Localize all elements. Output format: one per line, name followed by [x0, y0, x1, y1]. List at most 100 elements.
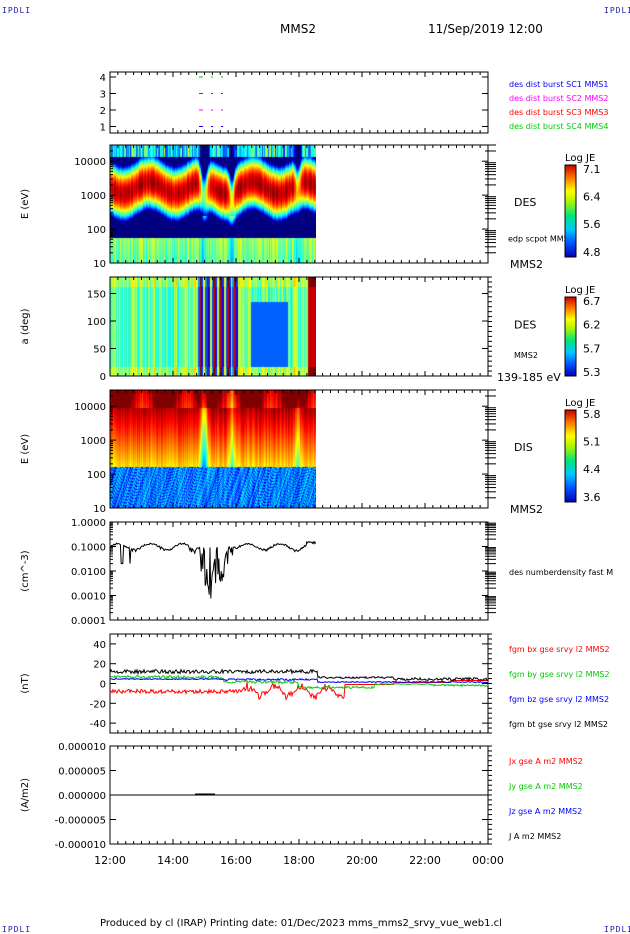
colorbar-tick-label: 4.8 — [583, 246, 601, 259]
series-legend-label: fgm bx gse srvy l2 MMS2 — [509, 645, 610, 654]
field-line-2 — [109, 677, 489, 684]
field-line-3 — [109, 668, 488, 682]
colorbar-tick-label: 6.2 — [583, 319, 601, 332]
y-tick-label: 20 — [93, 660, 106, 671]
time-tick-label: 16:00 — [220, 854, 252, 867]
y-tick-label: 0.1000 — [71, 543, 106, 554]
y-axis-label: (nT) — [20, 673, 31, 693]
panel-bottom-label: MMS2 — [510, 503, 543, 516]
spacecraft-legend-label: des dist burst SC3 MMS3 — [509, 108, 608, 117]
time-tick-label: 12:00 — [94, 854, 126, 867]
y-tick-label: 100 — [87, 225, 106, 236]
panel-frame-spacecraft-selector — [109, 71, 489, 134]
series-legend-label: J A m2 MMS2 — [508, 832, 561, 841]
colorbar-tick-label: 5.7 — [583, 342, 601, 355]
y-tick-label: 100 — [87, 317, 106, 328]
footer-credits: Produced by cl (IRAP) Printing date: 01/… — [100, 918, 502, 929]
y-tick-label: -0.000005 — [55, 816, 106, 827]
density-line — [109, 540, 317, 599]
panel-bottom-label: MMS2 — [510, 258, 543, 271]
panel-right-label: DIS — [514, 441, 533, 454]
y-tick-label: 10000 — [74, 157, 106, 168]
colorbar — [564, 296, 577, 377]
y-tick-label: 0 — [100, 372, 106, 383]
time-tick-label: 14:00 — [157, 854, 189, 867]
y-tick-label: 100 — [87, 470, 106, 481]
spacecraft-legend-label: des dist burst SC2 MMS2 — [509, 94, 608, 103]
y-tick-label: 10 — [93, 504, 106, 515]
colorbar-tick-label: 7.1 — [583, 163, 601, 176]
y-tick-label: -0.000010 — [55, 840, 106, 851]
series-legend-label: fgm bz gse srvy l2 MMS2 — [509, 695, 609, 704]
series-legend-label: fgm bt gse srvy l2 MMS2 — [509, 720, 608, 729]
colorbar — [564, 164, 577, 258]
y-tick-label: 1000 — [81, 436, 106, 447]
y-tick-label: 0.0100 — [71, 567, 106, 578]
time-tick-label: 22:00 — [409, 854, 441, 867]
y-axis-label: a (deg) — [20, 308, 31, 344]
panel-right-label: edp scpot MMS2 — [508, 234, 574, 243]
colorbar-tick-label: 5.1 — [583, 436, 601, 449]
y-axis-label: E (eV) — [20, 434, 31, 464]
des-energy-spectrogram — [110, 145, 316, 263]
y-tick-label: -20 — [90, 699, 106, 710]
y-tick-label: 10000 — [74, 402, 106, 413]
y-axis-label: (A/m2) — [20, 778, 31, 812]
series-legend-label: des numberdensity fast M — [509, 568, 613, 577]
corner-label-bottom-right: IPDLI — [604, 925, 630, 934]
colorbar-tick-label: 5.3 — [583, 366, 601, 379]
y-tick-label: 0.000005 — [58, 767, 106, 778]
panel-frame-magnetic-field — [109, 633, 489, 734]
y-axis-label: E (eV) — [20, 189, 31, 219]
colorbar-title: Log JE — [565, 285, 595, 296]
colorbar-tick-label: 5.8 — [583, 408, 601, 421]
series-legend-label: Jy gse A m2 MMS2 — [508, 782, 583, 791]
series-legend-label: Jz gse A m2 MMS2 — [508, 807, 582, 816]
time-tick-label: 20:00 — [346, 854, 378, 867]
y-axis-label: (cm^-3) — [20, 550, 31, 591]
colorbar — [564, 409, 577, 503]
y-tick-label: 0.000000 — [58, 791, 106, 802]
time-tick-label: 00:00 — [472, 854, 504, 867]
field-line-0 — [109, 680, 488, 701]
corner-label-top-left: IPDLI — [2, 6, 32, 15]
y-tick-label: 2 — [100, 106, 106, 117]
des-pitch-angle-spectrogram — [110, 277, 316, 376]
panel-bottom-label: 139-185 eV — [497, 371, 561, 384]
y-tick-label: 40 — [93, 640, 106, 651]
y-tick-label: 1 — [100, 123, 106, 134]
y-tick-label: -40 — [90, 719, 106, 730]
y-tick-label: 150 — [87, 290, 106, 301]
colorbar-tick-label: 3.6 — [583, 491, 601, 504]
y-tick-label: 0.000010 — [58, 742, 106, 753]
y-tick-label: 50 — [93, 345, 106, 356]
y-tick-label: 10 — [93, 259, 106, 270]
corner-label-top-right: IPDLI — [604, 6, 630, 15]
y-tick-label: 1000 — [81, 191, 106, 202]
colorbar-title: Log JE — [565, 153, 595, 164]
y-tick-label: 0 — [100, 680, 106, 691]
colorbar-tick-label: 5.6 — [583, 218, 601, 231]
panel-right-label: DES — [514, 319, 536, 332]
colorbar-title: Log JE — [565, 398, 595, 409]
time-tick-label: 18:00 — [283, 854, 315, 867]
dis-energy-spectrogram — [110, 390, 316, 508]
y-tick-label: 0.0010 — [71, 592, 106, 603]
field-line-1 — [109, 674, 489, 690]
y-tick-label: 3 — [100, 90, 106, 101]
corner-label-bottom-left: IPDLI — [2, 925, 32, 934]
panel-frame-density — [109, 521, 489, 621]
plot-datetime: 11/Sep/2019 12:00 — [428, 22, 543, 36]
plot-title: MMS2 — [280, 22, 316, 36]
panel-right-label: MMS2 — [514, 351, 538, 360]
y-tick-label: 4 — [100, 73, 106, 84]
series-legend-label: fgm by gse srvy l2 MMS2 — [509, 670, 610, 679]
colorbar-tick-label: 4.4 — [583, 463, 601, 476]
colorbar-tick-label: 6.7 — [583, 295, 601, 308]
panel-right-label: DES — [514, 196, 536, 209]
colorbar-tick-label: 6.4 — [583, 191, 601, 204]
y-tick-label: 1.0000 — [71, 518, 106, 529]
spacecraft-legend-label: des dist burst SC4 MMS4 — [509, 122, 608, 131]
y-tick-label: 0.0001 — [71, 616, 106, 627]
